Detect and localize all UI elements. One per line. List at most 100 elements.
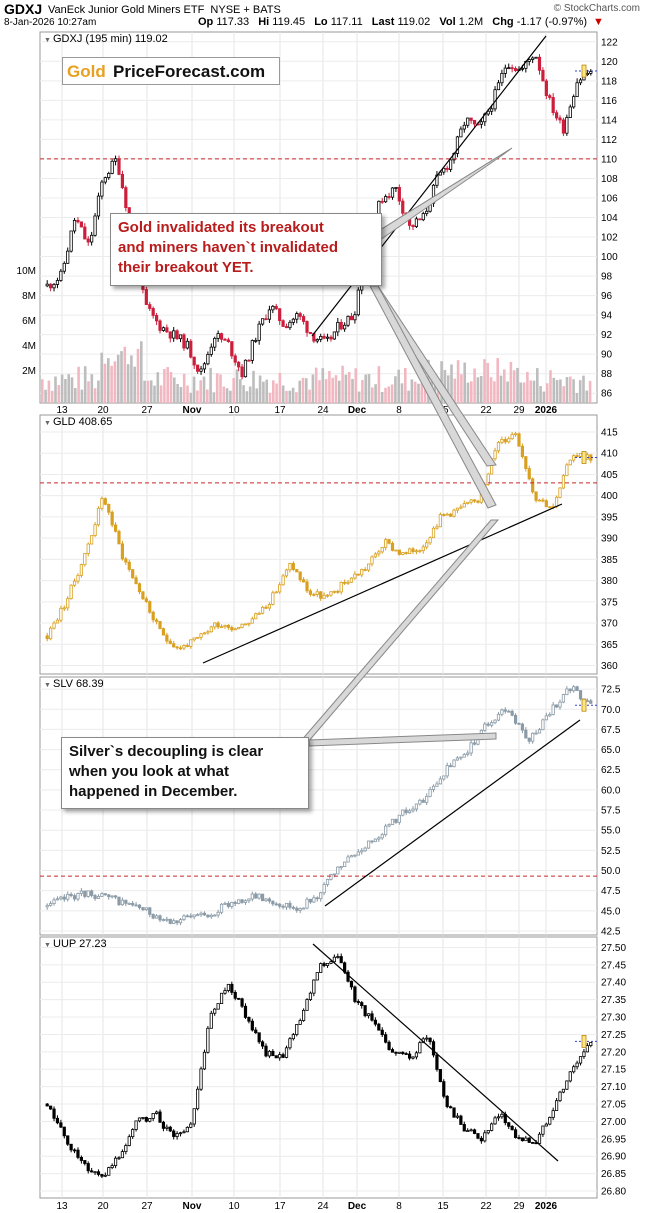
candle-body	[137, 583, 142, 593]
y-axis-tick-label: 26.80	[601, 1187, 626, 1198]
panel-title: GLD 408.65	[53, 416, 112, 428]
candle-body	[161, 327, 166, 331]
candle-body	[520, 723, 525, 731]
volume-bar	[341, 365, 344, 403]
candle-body	[394, 549, 398, 552]
gold-callout-line-1: Gold invalidated its breakout	[118, 219, 324, 236]
candle-body	[103, 1174, 107, 1177]
y-axis-tick-label: 27.45	[601, 960, 626, 971]
candle-body	[196, 636, 200, 639]
candle-body	[45, 1103, 49, 1107]
candle-body	[565, 464, 569, 477]
candle-body	[113, 1157, 118, 1167]
candle-body	[589, 700, 593, 704]
candle-body	[319, 591, 323, 599]
candle-body	[520, 67, 525, 70]
volume-bar	[456, 360, 460, 403]
candle-body	[124, 1145, 128, 1153]
volume-bar	[357, 391, 361, 403]
candle-body	[113, 158, 118, 162]
candle-body	[387, 824, 391, 827]
volume-bar	[80, 389, 84, 403]
candle-body	[52, 284, 56, 289]
y-axis-tick-label: 88	[601, 369, 613, 380]
volume-bar	[585, 390, 589, 403]
logo-site-text: PriceForecast.com	[113, 62, 266, 81]
candle-body	[466, 752, 470, 755]
gold-callout-line-2: and miners haven`t invalidated	[118, 239, 339, 256]
candle-body	[339, 581, 343, 593]
candle-body	[76, 219, 80, 223]
volume-bar	[265, 379, 268, 403]
candle-body	[510, 67, 514, 70]
y-axis-tick-label: 360	[601, 661, 618, 672]
candle-body	[165, 1126, 169, 1129]
volume-bar	[499, 375, 503, 403]
candle-body	[209, 346, 213, 355]
candle-body	[72, 895, 77, 900]
candle-body	[219, 626, 224, 629]
candle-body	[544, 80, 548, 97]
candle-body	[202, 912, 207, 916]
volume-bar	[97, 380, 100, 403]
candle-body	[154, 1111, 159, 1114]
candle-body	[55, 1117, 60, 1124]
volume-bar	[110, 365, 113, 403]
silver-callout-line-2: when you look at what	[69, 763, 230, 780]
volume-bar	[133, 366, 136, 403]
candle-body	[425, 210, 429, 214]
x-axis-label-bottom: 15	[437, 1201, 449, 1212]
candle-body	[278, 584, 282, 593]
candle-body	[264, 318, 268, 321]
candle-body	[226, 903, 230, 907]
candle-body	[418, 550, 422, 553]
volume-bar	[176, 383, 179, 403]
candle-body	[202, 1051, 207, 1070]
candle-body	[284, 1047, 289, 1058]
volume-bar	[60, 374, 64, 403]
y-axis-tick-label: 27.15	[601, 1065, 626, 1076]
candle-body	[168, 918, 172, 924]
candle-body	[401, 200, 405, 214]
candle-body	[96, 1171, 101, 1175]
quote-low-label: Lo	[314, 16, 328, 28]
callout-pointer-to-gld-2	[369, 285, 497, 509]
candle-body	[445, 167, 449, 170]
candle-body	[370, 1013, 374, 1021]
candle-body	[503, 67, 507, 74]
y-axis-tick-label: 70.0	[601, 705, 621, 716]
candle-body	[86, 238, 90, 243]
candle-body	[377, 1023, 381, 1031]
candle-body	[175, 646, 179, 649]
candle-body	[83, 226, 87, 240]
y-axis-tick-label: 52.5	[601, 846, 621, 857]
candle-body	[281, 320, 285, 327]
candle-body	[360, 850, 364, 853]
candle-body	[237, 361, 241, 368]
volume-bar	[268, 392, 272, 403]
candle-body	[373, 553, 378, 558]
volume-bar	[113, 361, 117, 403]
volume-bar	[291, 387, 295, 403]
volume-bar	[512, 370, 516, 403]
candle-body	[565, 117, 569, 134]
candle-body	[407, 548, 412, 554]
candle-body	[384, 196, 388, 203]
candle-body	[472, 120, 477, 125]
volume-bar	[446, 375, 450, 403]
candle-body	[52, 899, 56, 904]
candle-body	[257, 893, 261, 899]
candle-body	[120, 899, 125, 906]
volume-bar	[476, 377, 480, 403]
y-axis-tick-label: 98	[601, 272, 613, 283]
callout-pointer-to-slv	[308, 732, 497, 747]
y-axis-tick-label: 100	[601, 252, 618, 263]
candle-body	[288, 321, 292, 329]
exchange-label: NYSE + BATS	[210, 4, 281, 16]
candle-body	[189, 340, 193, 358]
candle-body	[312, 979, 316, 994]
volume-bar	[503, 369, 506, 403]
candle-body	[59, 1122, 63, 1128]
candle-body	[158, 915, 162, 921]
panel-frame	[39, 936, 598, 1199]
